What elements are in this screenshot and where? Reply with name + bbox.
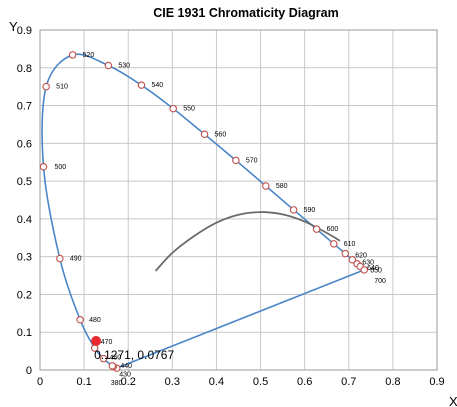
wavelength-label: 430 (119, 372, 131, 379)
x-axis-label: X (449, 394, 457, 407)
wavelength-marker (200, 130, 209, 139)
y-tick-label: 0.4 (17, 214, 32, 226)
y-tick-label: 0.1 (17, 327, 32, 339)
plot-frame (39, 29, 438, 371)
x-tick-label: 0.2 (121, 376, 136, 388)
wavelength-label: 480 (89, 317, 101, 324)
wavelength-label: 490 (70, 256, 82, 263)
wavelength-marker (289, 206, 298, 214)
wavelength-marker (330, 240, 338, 248)
chromaticity-point (91, 336, 102, 347)
planckian-locus-line (154, 211, 341, 272)
x-axis: 0 0.1 0.2 0.3 0.4 0.5 0.6 0.7 0.8 0.9 (37, 376, 445, 388)
wavelength-marker (312, 225, 321, 233)
wavelength-label: 560 (215, 131, 227, 138)
wavelength-label: 510 (56, 84, 68, 91)
x-tick-label: 0.6 (297, 376, 312, 388)
x-tick-label: 0.4 (209, 376, 224, 388)
wavelength-marker (99, 354, 108, 363)
y-tick-label: 0.9 (17, 25, 32, 37)
wavelength-label: 540 (151, 82, 163, 89)
wavelength-label: 600 (327, 226, 339, 233)
wavelength-label: 580 (276, 183, 288, 190)
line-of-purples (116, 269, 365, 369)
wavelength-marker (76, 316, 84, 324)
wavelength-label: 520 (83, 52, 95, 59)
wavelength-label: 570 (246, 157, 258, 164)
wavelength-marker (169, 104, 177, 113)
wavelength-marker (42, 82, 50, 91)
wavelength-marker (262, 182, 270, 190)
wavelength-label: 470 (101, 339, 113, 346)
wavelength-label: 650 (370, 267, 382, 274)
wavelength-label: 380 (111, 380, 123, 387)
wavelength-label: 640 (367, 265, 379, 272)
wavelength-marker (341, 249, 349, 258)
wavelength-label: 630 (362, 260, 374, 267)
y-tick-label: 0.8 (17, 63, 32, 75)
y-axis-label: Y (9, 19, 18, 34)
x-tick-label: 0.1 (76, 376, 91, 388)
wavelength-label: 530 (118, 63, 130, 70)
wavelength-label: 460 (110, 355, 122, 362)
wavelength-marker (56, 254, 64, 263)
wavelength-markers (39, 51, 368, 372)
wavelength-marker (108, 362, 117, 370)
wavelength-label: 440 (120, 363, 132, 370)
y-axis: 0 0.1 0.2 0.3 0.4 0.5 0.6 0.7 0.8 0.9 (17, 25, 32, 377)
wavelength-label: 500 (55, 164, 67, 171)
chart-title: CIE 1931 Chromaticity Diagram (153, 6, 339, 20)
chromaticity-point-label: 0.1271, 0.0767 (94, 348, 174, 362)
y-tick-label: 0.5 (17, 176, 32, 188)
x-tick-label: 0 (37, 376, 43, 388)
x-tick-label: 0.3 (165, 376, 180, 388)
wavelength-marker (39, 163, 48, 171)
x-tick-label: 0.5 (253, 376, 268, 388)
wavelength-marker (232, 156, 240, 165)
x-tick-label: 0.8 (385, 376, 400, 388)
wavelength-label: 620 (355, 253, 367, 260)
wavelength-marker (104, 61, 113, 70)
y-tick-label: 0.7 (17, 101, 32, 113)
x-tick-label: 0.7 (341, 376, 356, 388)
wavelength-label: 610 (344, 241, 356, 248)
wavelength-label: 590 (304, 207, 316, 214)
y-tick-label: 0.3 (17, 252, 32, 264)
y-tick-label: 0 (26, 365, 32, 377)
wavelength-marker (360, 266, 368, 274)
wavelength-marker (137, 81, 146, 89)
x-tick-label: 0.9 (429, 376, 444, 388)
y-tick-label: 0.6 (17, 138, 32, 150)
wavelength-marker (68, 51, 77, 59)
wavelength-label: 550 (183, 106, 195, 113)
wavelength-marker (348, 255, 357, 264)
wavelength-label: 700 (374, 278, 386, 285)
y-tick-label: 0.2 (17, 289, 32, 301)
